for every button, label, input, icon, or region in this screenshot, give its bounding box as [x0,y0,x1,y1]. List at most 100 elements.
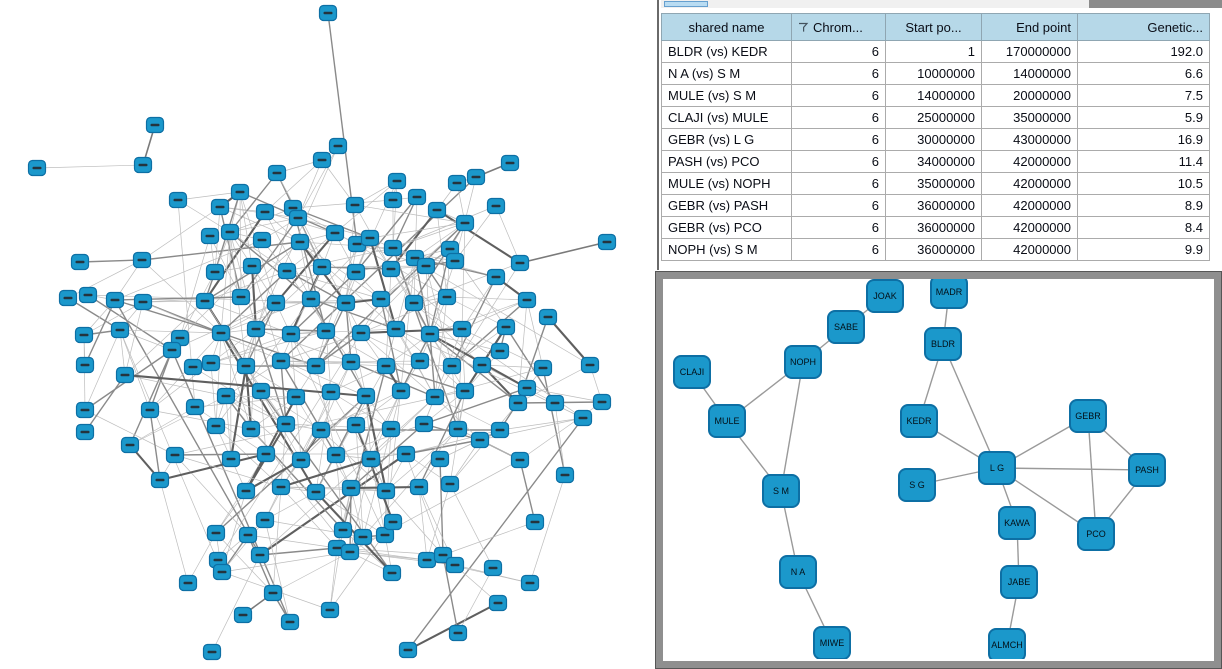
column-header-4[interactable]: Genetic... [1077,13,1210,41]
filter-funnel-icon[interactable] [798,22,809,33]
overview-edge [439,458,444,556]
overview-edge [114,299,222,334]
network-node-SG[interactable]: S G [898,468,936,502]
table-row[interactable]: CLAJI (vs) MULE 6 25000000 35000000 5.9 [661,106,1210,129]
overview-edge [519,459,536,523]
overview-edge [250,265,258,330]
table-row[interactable]: NOPH (vs) S M 6 36000000 42000000 9.9 [661,238,1210,261]
overview-edge [221,519,266,573]
node-label [261,452,271,456]
network-node-KEDR[interactable]: KEDR [900,404,938,438]
overview-edge [211,554,261,653]
column-header-0[interactable]: shared name [661,13,792,41]
node-label [80,363,90,367]
node-label [311,364,321,368]
network-node-KAWA[interactable]: KAWA [998,506,1036,540]
node-label [425,332,435,336]
network-node-ALMCH[interactable]: ALMCH [988,628,1026,659]
network-node-GEBR[interactable]: GEBR [1069,399,1107,433]
node-label [410,256,420,260]
overview-edge [425,265,431,335]
node-label [515,458,525,462]
network-node-LG[interactable]: L G [978,451,1016,485]
node-label [421,264,431,268]
column-header-2[interactable]: Start po... [885,13,982,41]
horizontal-scrollbar[interactable] [661,0,1222,8]
node-label [276,485,286,489]
column-header-3[interactable]: End point [981,13,1078,41]
overview-edge [225,360,282,397]
node-label [282,269,292,273]
node-label [210,270,220,274]
table-cell: 36000000 [885,194,982,217]
table-row[interactable]: MULE (vs) NOPH 6 35000000 42000000 10.5 [661,172,1210,195]
table-row[interactable]: N A (vs) S M 6 10000000 14000000 6.6 [661,62,1210,85]
table-cell: 20000000 [981,84,1078,107]
network-node-NOPH[interactable]: NOPH [784,345,822,379]
overview-edge [220,298,312,334]
node-label [392,179,402,183]
network-edge-LG-PASH[interactable] [996,467,1148,471]
table-row[interactable]: BLDR (vs) KEDR 6 1 170000000 192.0 [661,40,1210,63]
table-cell: BLDR (vs) KEDR [661,40,792,63]
overview-edge [330,365,387,393]
overview-edge [259,396,436,556]
overview-edge [380,298,402,392]
network-edge-NOPH-SM[interactable] [780,361,804,492]
overview-edge [187,532,217,584]
network-node-PCO[interactable]: PCO [1077,517,1115,551]
overview-nodes-layer [27,4,617,661]
scrollbar-thumb[interactable] [664,1,708,7]
table-cell: 6 [791,150,886,173]
overview-edge [264,159,323,213]
node-label [419,422,429,426]
network-node-BLDR[interactable]: BLDR [924,327,962,361]
overview-network-canvas[interactable] [0,0,655,669]
column-header-label: shared name [688,19,765,35]
node-label [205,234,215,238]
table-row[interactable]: GEBR (vs) PCO 6 36000000 42000000 8.4 [661,216,1210,239]
table-row[interactable]: MULE (vs) S M 6 14000000 20000000 7.5 [661,84,1210,107]
network-node-SM[interactable]: S M [762,474,800,508]
node-label: MULE [714,416,740,426]
table-row[interactable]: GEBR (vs) PASH 6 36000000 42000000 8.9 [661,194,1210,217]
network-edge-BLDR-LG[interactable] [942,343,998,469]
overview-edge [275,298,382,304]
network-node-MULE[interactable]: MULE [708,404,746,438]
overview-edge [119,329,151,411]
overview-edge [192,366,287,425]
overview-edge [315,222,466,367]
table-row[interactable]: GEBR (vs) L G 6 30000000 43000000 16.9 [661,128,1210,151]
network-node-MIWE[interactable]: MIWE [813,626,851,659]
table-row[interactable]: PASH (vs) PCO 6 34000000 42000000 11.4 [661,150,1210,173]
table-cell: 6 [791,40,886,63]
overview-edge [36,164,144,169]
node-label [207,650,217,654]
table-header-row: shared name Chrom... Start po... End point G… [661,13,1210,41]
overview-edge [392,205,497,249]
network-node-MADR[interactable]: MADR [930,279,968,309]
network-node-NA[interactable]: N A [779,555,817,589]
network-node-CLAJI[interactable]: CLAJI [673,355,711,389]
overview-edge [449,390,466,485]
overview-edge [526,387,603,403]
column-header-1[interactable]: Chrom... [791,13,886,41]
node-label [515,261,525,265]
network-node-PASH[interactable]: PASH [1128,453,1166,487]
network-view-canvas[interactable]: JOAK SABE NOPH CLAJI MULE S M N A MIWE MADR BLDR K… [663,279,1212,659]
node-label [206,361,216,365]
network-edge-GEBR-PCO[interactable] [1087,415,1097,535]
network-node-SABE[interactable]: SABE [827,310,865,344]
overview-edge [426,483,451,561]
table-cell: 170000000 [981,40,1078,63]
overview-edge [434,396,481,441]
table-cell: 25000000 [885,106,982,129]
network-node-JABE[interactable]: JABE [1000,565,1038,599]
overview-edge [350,423,425,489]
overview-edge [285,423,392,430]
table-cell: 42000000 [981,150,1078,173]
overview-edge [385,365,466,392]
node-label: MIWE [819,638,845,648]
network-node-JOAK[interactable]: JOAK [866,279,904,313]
table-cell: 42000000 [981,172,1078,195]
